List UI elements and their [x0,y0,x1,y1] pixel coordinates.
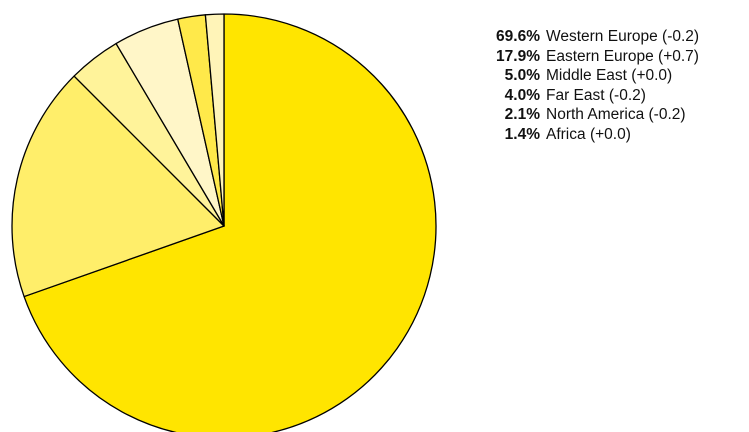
legend-item-africa: 1.4% Africa (+0.0) [470,125,699,145]
legend-item-middle-east: 5.0% Middle East (+0.0) [470,66,699,86]
pie-slice-western-europe [23,13,437,432]
legend-percent: 4.0% [504,86,540,104]
legend-percent: 5.0% [504,67,540,85]
legend-percent: 17.9% [496,47,540,65]
legend-label: Far East (-0.2) [546,86,646,104]
legend-percent: 2.1% [504,106,540,124]
chart-legend: 69.6% Western Europe (-0.2) 17.9% Easter… [470,27,699,145]
legend-label: Africa (+0.0) [546,125,631,143]
legend-item-north-america: 2.1% North America (-0.2) [470,105,699,125]
legend-percent: 69.6% [496,28,540,45]
legend-percent: 1.4% [504,125,540,143]
legend-label: Middle East (+0.0) [546,67,673,85]
legend-label: Eastern Europe (+0.7) [546,47,699,65]
legend-item-far-east: 4.0% Far East (-0.2) [470,86,699,106]
legend-label: Western Europe (-0.2) [546,28,700,45]
legend-item-eastern-europe: 17.9% Eastern Europe (+0.7) [470,47,699,67]
legend-item-western-europe: 69.6% Western Europe (-0.2) [470,27,699,47]
pie-slice-eastern-europe [11,75,225,298]
legend-label: North America (-0.2) [546,106,686,124]
pie-slice-africa [204,13,225,227]
